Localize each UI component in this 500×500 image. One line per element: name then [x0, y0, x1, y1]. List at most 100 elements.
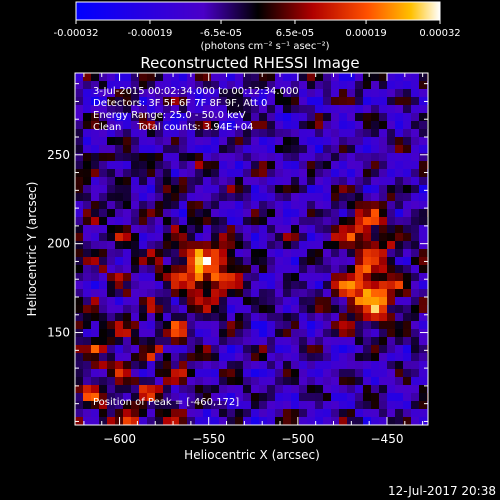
- footer-timestamp: 12-Jul-2017 20:38: [388, 484, 496, 498]
- heatmap-cell: [219, 97, 227, 105]
- heatmap-cell: [283, 289, 291, 297]
- heatmap-cell: [387, 169, 395, 177]
- heatmap-cell: [139, 353, 147, 361]
- heatmap-cell: [395, 401, 403, 409]
- heatmap-cell: [107, 193, 115, 201]
- heatmap-cell: [403, 289, 411, 297]
- heatmap-cell: [275, 281, 283, 289]
- heatmap-cell: [115, 153, 123, 161]
- heatmap-cell: [91, 361, 99, 369]
- heatmap-cell: [363, 169, 371, 177]
- heatmap-cell: [163, 217, 171, 225]
- heatmap-cell: [307, 417, 315, 425]
- heatmap-cell: [339, 313, 347, 321]
- heatmap-cell: [251, 361, 259, 369]
- heatmap-cell: [307, 369, 315, 377]
- heatmap-cell: [115, 345, 123, 353]
- heatmap-cell: [219, 329, 227, 337]
- heatmap-cell: [259, 89, 267, 97]
- heatmap-cell: [291, 321, 299, 329]
- heatmap-cell: [275, 177, 283, 185]
- heatmap-cell: [291, 73, 299, 81]
- heatmap-cell: [275, 353, 283, 361]
- heatmap-cell: [307, 241, 315, 249]
- heatmap-cell: [155, 217, 163, 225]
- heatmap-cell: [91, 257, 99, 265]
- heatmap-cell: [379, 177, 387, 185]
- heatmap-cell: [235, 177, 243, 185]
- heatmap-cell: [163, 249, 171, 257]
- heatmap-cell: [379, 233, 387, 241]
- heatmap-cell: [147, 401, 155, 409]
- heatmap-cell: [179, 161, 187, 169]
- heatmap-cell: [299, 249, 307, 257]
- heatmap-cell: [155, 257, 163, 265]
- heatmap-cell: [275, 289, 283, 297]
- heatmap-cell: [331, 337, 339, 345]
- heatmap-cell: [123, 217, 131, 225]
- heatmap-cell: [379, 337, 387, 345]
- heatmap-cell: [299, 153, 307, 161]
- heatmap-cell: [387, 97, 395, 105]
- heatmap-cell: [267, 121, 275, 129]
- heatmap-cell: [371, 177, 379, 185]
- heatmap-cell: [139, 281, 147, 289]
- heatmap-cell: [171, 233, 179, 241]
- heatmap-cell: [267, 297, 275, 305]
- heatmap-cell: [219, 161, 227, 169]
- heatmap-cell: [395, 377, 403, 385]
- heatmap-cell: [355, 249, 363, 257]
- heatmap-cell: [171, 161, 179, 169]
- heatmap-cell: [115, 417, 123, 425]
- heatmap-cell: [115, 273, 123, 281]
- heatmap-cell: [91, 209, 99, 217]
- heatmap-cell: [331, 105, 339, 113]
- heatmap-cell: [227, 209, 235, 217]
- heatmap-cell: [235, 313, 243, 321]
- heatmap-cell: [251, 121, 259, 129]
- heatmap-cell: [131, 193, 139, 201]
- heatmap-cell: [91, 73, 99, 81]
- heatmap-cell: [171, 281, 179, 289]
- heatmap-cell: [307, 385, 315, 393]
- heatmap-cell: [363, 177, 371, 185]
- heatmap-cell: [123, 273, 131, 281]
- heatmap-cell: [187, 185, 195, 193]
- heatmap-cell: [211, 121, 219, 129]
- heatmap-cell: [307, 161, 315, 169]
- heatmap-cell: [99, 273, 107, 281]
- heatmap-cell: [331, 89, 339, 97]
- heatmap-cell: [419, 121, 427, 129]
- heatmap-cell: [91, 289, 99, 297]
- heatmap-cell: [75, 289, 83, 297]
- heatmap-cell: [251, 113, 259, 121]
- heatmap-cell: [131, 393, 139, 401]
- heatmap-cell: [331, 393, 339, 401]
- heatmap-cell: [211, 289, 219, 297]
- heatmap-cell: [403, 145, 411, 153]
- heatmap-cell: [107, 233, 115, 241]
- heatmap-cell: [211, 113, 219, 121]
- heatmap-cell: [91, 105, 99, 113]
- heatmap-cell: [195, 169, 203, 177]
- heatmap-cell: [115, 249, 123, 257]
- heatmap-cell: [203, 305, 211, 313]
- heatmap-cell: [259, 417, 267, 425]
- heatmap-cell: [171, 249, 179, 257]
- heatmap-cell: [291, 401, 299, 409]
- heatmap-cell: [411, 193, 419, 201]
- heatmap-cell: [347, 297, 355, 305]
- heatmap-cell: [411, 401, 419, 409]
- heatmap-cell: [291, 273, 299, 281]
- heatmap-cell: [371, 193, 379, 201]
- heatmap-cell: [131, 153, 139, 161]
- heatmap-cell: [115, 97, 123, 105]
- heatmap-cell: [107, 161, 115, 169]
- heatmap-cell: [179, 273, 187, 281]
- heatmap-cell: [339, 417, 347, 425]
- heatmap-cell: [259, 289, 267, 297]
- heatmap-cell: [299, 241, 307, 249]
- heatmap-cell: [211, 249, 219, 257]
- heatmap-cell: [275, 361, 283, 369]
- heatmap-cell: [371, 385, 379, 393]
